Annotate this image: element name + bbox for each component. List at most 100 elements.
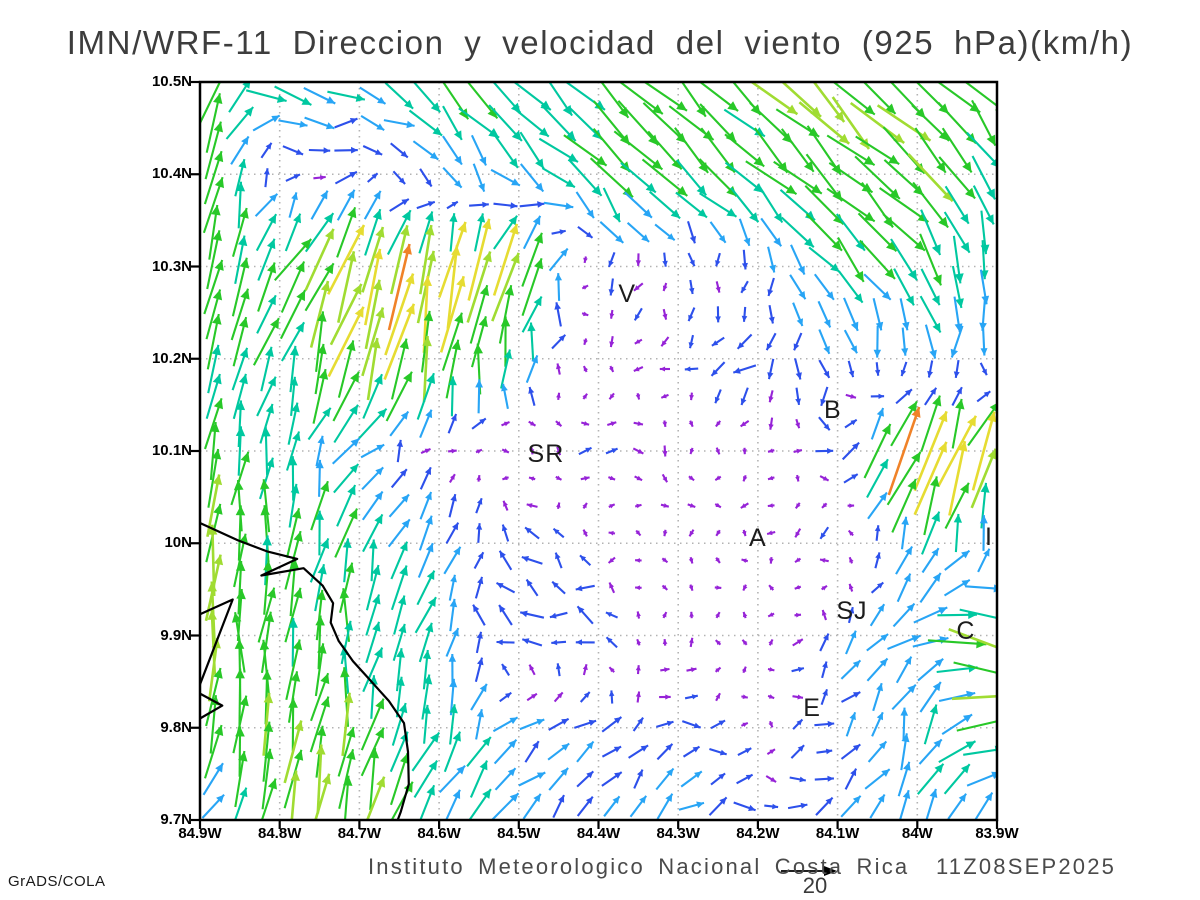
wind-arrow — [231, 207, 249, 257]
wind-arrow — [360, 727, 385, 777]
wind-arrow — [234, 750, 248, 808]
wind-arrow — [941, 713, 973, 735]
wind-arrow — [476, 474, 482, 482]
wind-arrow — [780, 216, 815, 248]
wind-arrow — [315, 510, 325, 556]
wind-arrow — [315, 589, 326, 641]
wind-arrow — [680, 770, 703, 788]
wind-arrow — [555, 420, 563, 427]
wind-arrow — [617, 81, 664, 115]
wind-arrow — [609, 365, 615, 373]
wind-arrow — [697, 81, 739, 112]
wind-arrow — [742, 611, 748, 619]
wind-arrow — [519, 201, 545, 208]
wind-arrow — [553, 691, 564, 703]
wind-arrow — [912, 181, 949, 229]
wind-arrow — [953, 513, 962, 553]
wind-arrow — [419, 224, 435, 295]
wind-arrow — [262, 692, 274, 756]
wind-arrow — [920, 209, 942, 256]
wind-arrow — [580, 476, 590, 481]
wind-arrow — [230, 135, 250, 165]
wind-arrow — [979, 362, 988, 376]
wind-arrow — [338, 749, 356, 809]
wind-arrow — [635, 585, 642, 591]
wind-arrow — [767, 694, 775, 700]
wind-arrow — [890, 238, 918, 281]
wind-arrow — [307, 407, 332, 441]
wind-arrow — [686, 667, 697, 673]
wind-arrow — [390, 565, 408, 611]
wind-arrow — [528, 664, 536, 676]
wind-arrow — [445, 522, 460, 544]
wind-arrow — [449, 704, 458, 745]
wind-arrow — [943, 763, 971, 795]
wind-arrow — [793, 448, 803, 454]
wind-arrow — [383, 303, 416, 380]
wind-arrow — [313, 175, 326, 181]
wind-arrow — [334, 508, 358, 558]
wind-arrow — [578, 446, 592, 456]
wind-arrow — [921, 511, 941, 555]
wind-arrow — [408, 109, 443, 137]
wind-arrow — [714, 639, 722, 646]
wind-arrow — [422, 704, 431, 744]
chart-title: IMN/WRF-11 Direccion y velocidad del vie… — [66, 24, 1134, 61]
wind-arrow — [913, 441, 948, 516]
wind-arrow — [581, 421, 590, 426]
wind-arrow — [548, 247, 569, 272]
wind-arrow — [252, 317, 280, 366]
wind-arrow — [228, 81, 251, 113]
wind-arrow — [391, 702, 408, 746]
wind-arrow — [521, 296, 543, 333]
wind-arrow — [840, 743, 861, 760]
wind-arrow — [417, 542, 434, 578]
wind-arrow — [682, 745, 701, 758]
wind-arrow — [287, 402, 300, 445]
wind-arrow — [869, 603, 886, 627]
wind-arrow — [232, 695, 249, 754]
wind-arrow — [953, 296, 963, 333]
wind-arrow — [899, 298, 910, 331]
wind-arrow — [740, 721, 749, 727]
wind-arrow — [845, 711, 857, 737]
wind-arrow — [260, 479, 271, 533]
wind-arrow — [655, 767, 675, 791]
wind-arrow — [819, 558, 829, 563]
wind-arrow — [715, 252, 721, 267]
wind-arrow — [847, 529, 854, 537]
wind-arrow — [287, 671, 301, 723]
wind-arrow — [442, 166, 463, 189]
wind-arrow — [740, 502, 749, 509]
wind-arrow — [579, 554, 592, 567]
wind-arrow — [257, 587, 277, 643]
wind-arrow — [576, 796, 594, 817]
wind-arrow — [675, 191, 708, 219]
wind-arrow — [256, 376, 277, 417]
wind-arrow — [662, 420, 667, 428]
wind-arrow — [951, 386, 963, 406]
wind-arrow — [970, 448, 997, 509]
wind-arrow — [635, 665, 641, 675]
wind-arrow — [259, 403, 274, 444]
wind-arrow — [733, 801, 756, 812]
wind-arrow — [472, 604, 486, 626]
wind-arrow — [494, 767, 517, 791]
wind-arrow — [564, 81, 606, 111]
wind-arrow — [412, 140, 439, 161]
wind-arrow — [662, 611, 668, 619]
wind-arrow — [360, 443, 385, 459]
wind-arrow — [617, 100, 660, 146]
wind-arrow — [285, 173, 301, 182]
wind-arrow — [944, 482, 970, 529]
wind-arrow — [525, 355, 539, 383]
wind-arrow — [422, 335, 432, 403]
wind-arrow — [919, 681, 942, 713]
wind-arrow — [918, 738, 943, 765]
wind-arrow — [662, 529, 668, 537]
wind-arrow — [710, 361, 726, 377]
wind-arrow — [525, 578, 539, 597]
wind-arrow — [863, 273, 892, 301]
wind-arrow — [389, 198, 410, 212]
wind-arrow — [233, 479, 244, 532]
